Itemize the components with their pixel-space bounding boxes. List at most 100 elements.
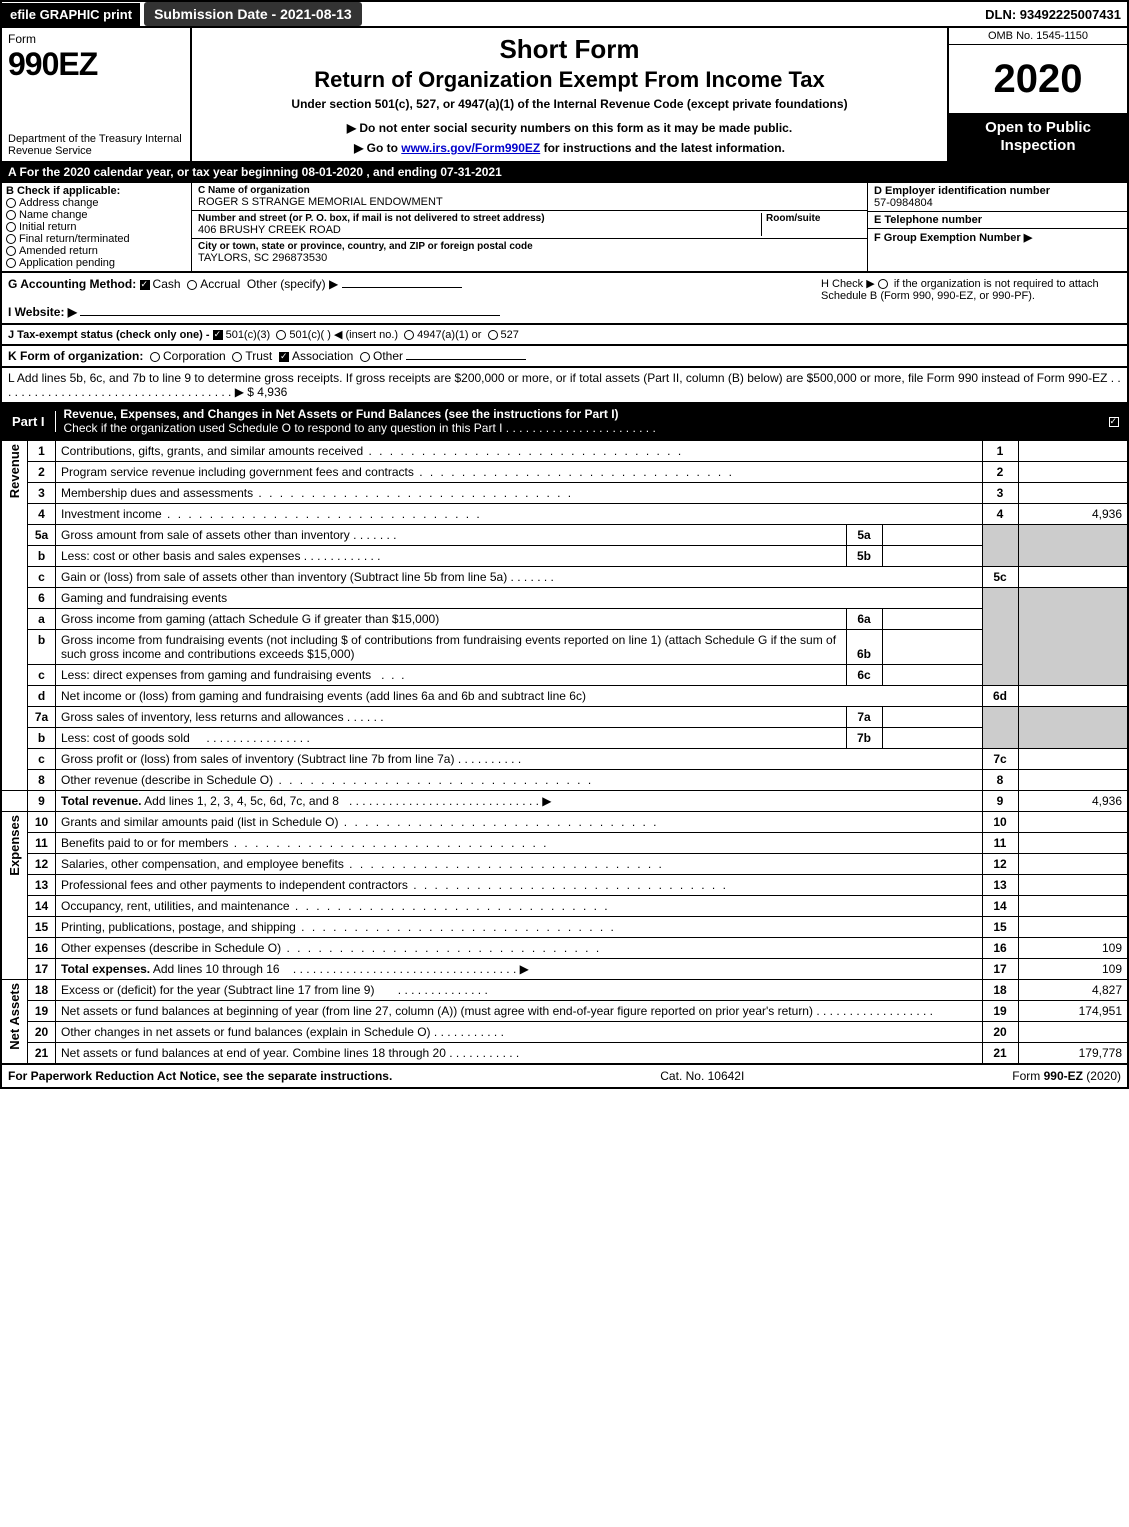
chk-501c3[interactable] bbox=[213, 330, 223, 340]
chk-final-return[interactable]: Final return/terminated bbox=[6, 233, 187, 245]
line-8-rnum: 8 bbox=[982, 770, 1018, 791]
chk-assoc[interactable] bbox=[279, 352, 289, 362]
line-10-desc: Grants and similar amounts paid (list in… bbox=[56, 812, 983, 833]
line-13-rnum: 13 bbox=[982, 875, 1018, 896]
line-21-desc: Net assets or fund balances at end of ye… bbox=[56, 1043, 983, 1065]
line-6a-sv bbox=[882, 609, 982, 630]
line-14-val bbox=[1018, 896, 1128, 917]
section-g: G Accounting Method: Cash Accrual Other … bbox=[8, 277, 821, 319]
line-21-rnum: 21 bbox=[982, 1043, 1018, 1065]
chk-initial-return[interactable]: Initial return bbox=[6, 221, 187, 233]
efile-print-button[interactable]: efile GRAPHIC print bbox=[2, 3, 140, 26]
chk-other-org[interactable] bbox=[360, 352, 370, 362]
open-to-public: Open to Public Inspection bbox=[949, 113, 1127, 161]
opt-assoc: Association bbox=[292, 349, 353, 363]
chk-accrual[interactable] bbox=[187, 280, 197, 290]
line-13-desc: Professional fees and other payments to … bbox=[56, 875, 983, 896]
chk-application-pending-label: Application pending bbox=[19, 257, 115, 269]
line-6c-sv bbox=[882, 665, 982, 686]
part-1-check[interactable] bbox=[1103, 414, 1127, 428]
street-value: 406 BRUSHY CREEK ROAD bbox=[198, 224, 761, 236]
line-5b-num: b bbox=[28, 546, 56, 567]
line-7c-val bbox=[1018, 749, 1128, 770]
city-label: City or town, state or province, country… bbox=[198, 241, 533, 252]
chk-527[interactable] bbox=[488, 330, 498, 340]
shade-5-val bbox=[1018, 525, 1128, 567]
section-l: L Add lines 5b, 6c, and 7b to line 9 to … bbox=[0, 368, 1129, 404]
line-14-desc: Occupancy, rent, utilities, and maintena… bbox=[56, 896, 983, 917]
line-5b-sv bbox=[882, 546, 982, 567]
line-17-rnum: 17 bbox=[982, 959, 1018, 980]
i-label: I Website: ▶ bbox=[8, 305, 77, 319]
line-8-val bbox=[1018, 770, 1128, 791]
line-6d-num: d bbox=[28, 686, 56, 707]
chk-4947[interactable] bbox=[404, 330, 414, 340]
street-row: Number and street (or P. O. box, if mail… bbox=[192, 211, 867, 239]
form-header: Form 990EZ Department of the Treasury In… bbox=[0, 28, 1129, 163]
line-2-rnum: 2 bbox=[982, 462, 1018, 483]
website-input[interactable] bbox=[80, 315, 500, 316]
line-4-val: 4,936 bbox=[1018, 504, 1128, 525]
line-6-desc: Gaming and fundraising events bbox=[56, 588, 983, 609]
chk-schedule-b[interactable] bbox=[878, 279, 888, 289]
chk-amended-return[interactable]: Amended return bbox=[6, 245, 187, 257]
k-label: K Form of organization: bbox=[8, 349, 143, 363]
chk-application-pending[interactable]: Application pending bbox=[6, 257, 187, 269]
line-20-num: 20 bbox=[28, 1022, 56, 1043]
line-19-rnum: 19 bbox=[982, 1001, 1018, 1022]
line-7c-rnum: 7c bbox=[982, 749, 1018, 770]
line-7c-num: c bbox=[28, 749, 56, 770]
line-6b-num: b bbox=[28, 630, 56, 665]
line-18-desc: Excess or (deficit) for the year (Subtra… bbox=[56, 980, 983, 1001]
line-15-desc: Printing, publications, postage, and shi… bbox=[56, 917, 983, 938]
section-h: H Check ▶ if the organization is not req… bbox=[821, 277, 1121, 319]
chk-address-change-label: Address change bbox=[19, 197, 99, 209]
line-14-rnum: 14 bbox=[982, 896, 1018, 917]
line-6a-sn: 6a bbox=[846, 609, 882, 630]
line-5a-sv bbox=[882, 525, 982, 546]
chk-501c[interactable] bbox=[276, 330, 286, 340]
group-row: F Group Exemption Number ▶ bbox=[868, 229, 1127, 271]
line-11-rnum: 11 bbox=[982, 833, 1018, 854]
part-1-subtitle: Check if the organization used Schedule … bbox=[64, 421, 656, 435]
top-bar: efile GRAPHIC print Submission Date - 20… bbox=[0, 0, 1129, 28]
line-5a-num: 5a bbox=[28, 525, 56, 546]
chk-name-change[interactable]: Name change bbox=[6, 209, 187, 221]
chk-final-return-label: Final return/terminated bbox=[19, 233, 130, 245]
chk-trust[interactable] bbox=[232, 352, 242, 362]
goto-instructions: ▶ Go to www.irs.gov/Form990EZ for instru… bbox=[198, 141, 941, 155]
line-9-num: 9 bbox=[28, 791, 56, 812]
shade-7 bbox=[982, 707, 1018, 749]
line-10-rnum: 10 bbox=[982, 812, 1018, 833]
shade-5 bbox=[982, 525, 1018, 567]
line-3-num: 3 bbox=[28, 483, 56, 504]
line-15-rnum: 15 bbox=[982, 917, 1018, 938]
line-6c-desc: Less: direct expenses from gaming and fu… bbox=[56, 665, 847, 686]
line-7a-desc: Gross sales of inventory, less returns a… bbox=[56, 707, 847, 728]
other-specify-input[interactable] bbox=[342, 287, 462, 288]
line-21-num: 21 bbox=[28, 1043, 56, 1065]
group-label: F Group Exemption Number ▶ bbox=[874, 231, 1121, 244]
line-6c-sn: 6c bbox=[846, 665, 882, 686]
chk-corp[interactable] bbox=[150, 352, 160, 362]
part-1-title: Revenue, Expenses, and Changes in Net As… bbox=[56, 404, 1103, 438]
line-5c-rnum: 5c bbox=[982, 567, 1018, 588]
other-org-input[interactable] bbox=[406, 359, 526, 360]
chk-address-change[interactable]: Address change bbox=[6, 197, 187, 209]
org-name: ROGER S STRANGE MEMORIAL ENDOWMENT bbox=[198, 196, 443, 208]
footer-catalog: Cat. No. 10642I bbox=[660, 1069, 744, 1083]
netassets-side-label: Net Assets bbox=[1, 980, 28, 1065]
line-13-num: 13 bbox=[28, 875, 56, 896]
ein-row: D Employer identification number 57-0984… bbox=[868, 183, 1127, 212]
irs-link[interactable]: www.irs.gov/Form990EZ bbox=[401, 141, 540, 155]
short-form-title: Short Form bbox=[198, 34, 941, 65]
line-17-val: 109 bbox=[1018, 959, 1128, 980]
section-j: J Tax-exempt status (check only one) - 5… bbox=[0, 325, 1129, 346]
section-b-title: B Check if applicable: bbox=[6, 185, 187, 197]
line-6c-num: c bbox=[28, 665, 56, 686]
tel-row: E Telephone number bbox=[868, 212, 1127, 229]
section-k: K Form of organization: Corporation Trus… bbox=[0, 346, 1129, 368]
line-5c-val bbox=[1018, 567, 1128, 588]
chk-cash[interactable] bbox=[140, 280, 150, 290]
line-12-num: 12 bbox=[28, 854, 56, 875]
